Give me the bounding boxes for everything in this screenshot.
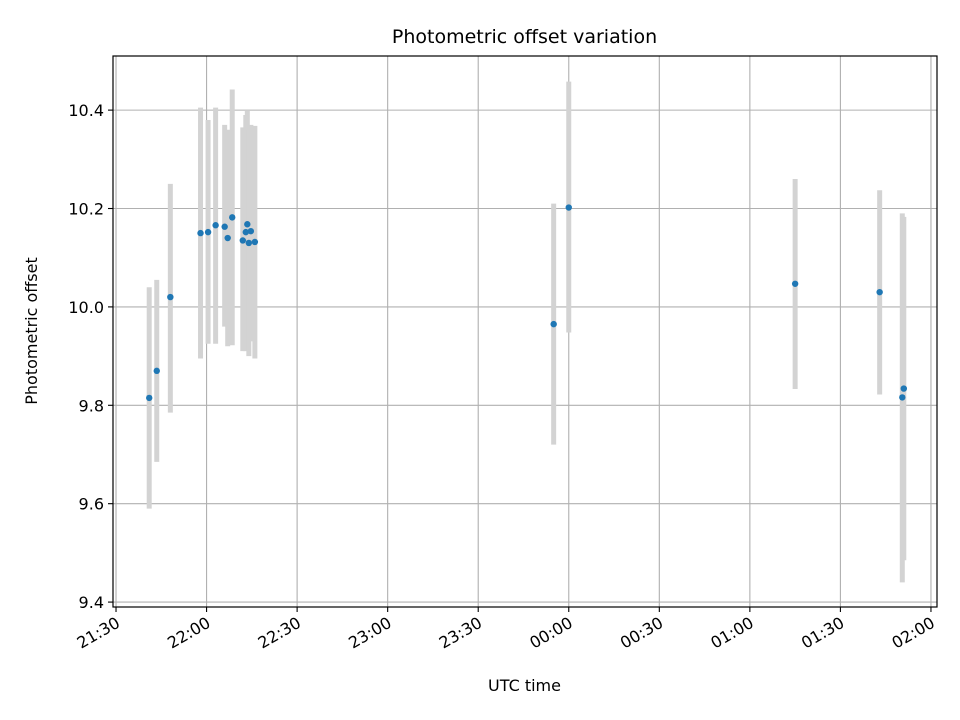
data-point — [550, 320, 557, 328]
data-point — [224, 234, 231, 242]
y-tick-label: 10.0 — [68, 298, 104, 317]
data-point — [876, 288, 883, 296]
data-point — [239, 237, 246, 244]
data-point — [204, 228, 212, 236]
data-point — [146, 394, 153, 402]
data-point — [229, 214, 236, 221]
data-point — [565, 204, 572, 211]
data-points — [146, 204, 907, 402]
plot-frame — [112, 55, 938, 608]
data-point — [900, 385, 907, 392]
y-tick-label: 9.8 — [79, 396, 104, 415]
data-point — [245, 239, 253, 247]
y-axis-ticks: 9.4 9.6 9.8 10.0 10.2 10.4 — [68, 101, 113, 612]
data-point — [251, 238, 259, 246]
y-tick-label: 9.4 — [79, 593, 104, 612]
data-point — [899, 394, 906, 401]
data-point — [247, 227, 255, 235]
data-point — [221, 223, 228, 230]
data-point — [153, 367, 160, 375]
data-point — [244, 221, 251, 228]
data-point — [212, 222, 219, 229]
data-point — [197, 229, 204, 237]
y-axis-label: Photometric offset — [22, 257, 41, 405]
data-point — [167, 293, 174, 301]
y-tick-label: 10.4 — [68, 101, 104, 120]
data-point — [791, 280, 799, 287]
x-axis-label: UTC time — [488, 676, 561, 695]
data-point — [242, 228, 250, 236]
y-tick-label: 10.2 — [68, 200, 104, 219]
chart-title: Photometric offset variation — [392, 26, 657, 48]
y-tick-label: 9.6 — [79, 495, 104, 514]
